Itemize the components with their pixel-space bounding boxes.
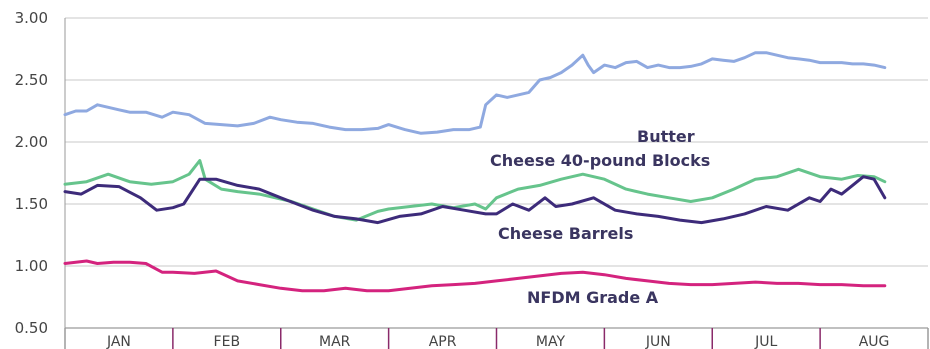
x-axis: JAN FEB MAR APR MAY JUN JUL AUG (64, 327, 929, 349)
label-cheese-barrels: Cheese Barrels (498, 224, 633, 243)
label-butter: Butter (637, 127, 695, 146)
x-tick-label: FEB (214, 334, 241, 349)
series-line-butter (63, 51, 887, 135)
x-tick-label: JAN (106, 334, 131, 349)
series-line-nfdm-grade-a (63, 259, 887, 293)
x-tick-label: JUL (754, 334, 777, 349)
x-tick-label: MAR (319, 334, 351, 349)
y-tick-label: 0.50 (15, 319, 48, 337)
series-annotations: Butter Cheese 40-pound Blocks Cheese Bar… (490, 127, 710, 307)
y-tick-label: 1.00 (15, 257, 48, 275)
y-axis-tick-labels: 3.00 2.50 2.00 1.50 1.00 0.50 (15, 9, 48, 337)
series-lines (63, 51, 887, 293)
y-tick-label: 2.00 (15, 133, 48, 151)
x-tick-label: MAY (536, 334, 566, 349)
series-line-cheese-40-pound-blocks (63, 159, 887, 222)
label-cheese-blocks: Cheese 40-pound Blocks (490, 151, 710, 170)
label-nfdm: NFDM Grade A (527, 288, 659, 307)
y-tick-label: 1.50 (15, 195, 48, 213)
x-tick-label: APR (429, 334, 457, 349)
x-tick-label: AUG (859, 334, 890, 349)
x-tick-label: JUN (645, 334, 671, 349)
y-tick-label: 3.00 (15, 9, 48, 27)
y-tick-label: 2.50 (15, 71, 48, 89)
series-line-cheese-barrels (63, 175, 887, 225)
